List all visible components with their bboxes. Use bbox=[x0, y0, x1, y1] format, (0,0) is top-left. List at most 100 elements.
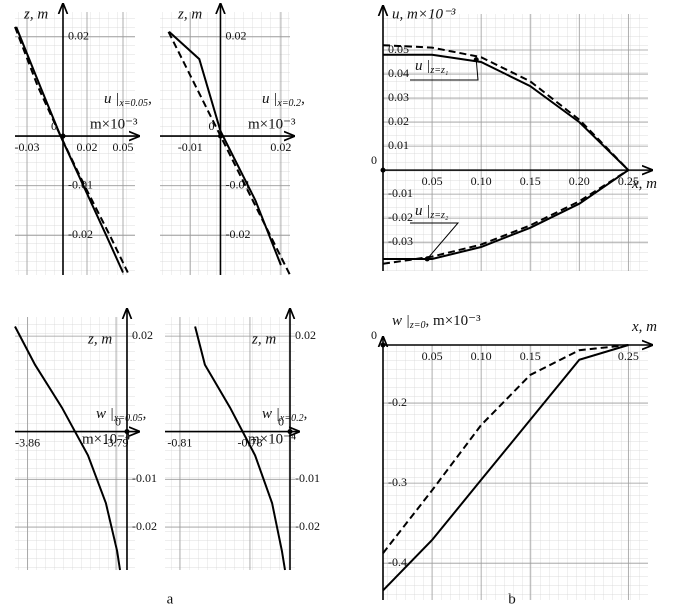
series-line bbox=[382, 44, 630, 171]
annotation-leader bbox=[410, 59, 479, 81]
annotation-dot bbox=[424, 256, 430, 262]
y-tick-label: -0.4 bbox=[388, 555, 407, 569]
origin-label: 0 bbox=[208, 119, 214, 133]
y-tick-label: -0.01 bbox=[225, 177, 250, 191]
x-tick-label: 0.10 bbox=[471, 174, 492, 188]
y-tick-label: -0.02 bbox=[132, 519, 157, 533]
y-axis-label-tail: , m×10⁻³ bbox=[426, 313, 482, 329]
series-line bbox=[382, 169, 629, 265]
y-tick-label: -0.02 bbox=[295, 519, 320, 533]
y-tick-label: -0.01 bbox=[388, 186, 413, 200]
y-tick-label: -0.02 bbox=[388, 210, 413, 224]
y-tick-label: 0.02 bbox=[388, 114, 409, 128]
origin-dot bbox=[380, 342, 386, 348]
annotation-leader bbox=[410, 222, 460, 260]
origin-label: 0 bbox=[371, 153, 377, 167]
origin-label: 0 bbox=[115, 414, 121, 428]
annotation-text: u | bbox=[415, 58, 430, 74]
series-line bbox=[382, 344, 629, 592]
x-axis-label-tail: , bbox=[143, 406, 147, 422]
y-tick-label: -0.01 bbox=[295, 471, 320, 485]
x-tick-label: 0.25 bbox=[618, 174, 639, 188]
origin-dot bbox=[124, 429, 130, 435]
x-tick-label: -0.01 bbox=[178, 140, 203, 154]
x-axis-label-tail: , bbox=[301, 91, 305, 107]
y-tick-label: 0.02 bbox=[132, 328, 153, 342]
y-tick-label: 0.02 bbox=[225, 29, 246, 43]
x-axis-label-subscript: x=0.05 bbox=[118, 98, 148, 109]
y-tick-label: -0.2 bbox=[388, 395, 407, 409]
y-tick-label: 0.01 bbox=[388, 138, 409, 152]
y-axis-label: u, m×10⁻³ bbox=[392, 6, 456, 22]
annotation: u |z=z₂ bbox=[415, 203, 449, 221]
x-axis-label: w |x=0.2, bbox=[262, 406, 307, 424]
y-axis-label: z, m bbox=[177, 6, 202, 22]
y-tick-label: 0.04 bbox=[388, 66, 409, 80]
grid-background bbox=[15, 12, 135, 275]
y-axis-label: z, m bbox=[23, 6, 48, 22]
annotation: u |z=z₁ bbox=[415, 58, 448, 76]
y-axis-label: z, m bbox=[251, 331, 276, 347]
x-tick-label: -3.79 bbox=[104, 435, 129, 449]
y-axis-label-text: w | bbox=[392, 313, 410, 329]
origin-dot bbox=[380, 167, 386, 173]
grid-background bbox=[383, 345, 648, 600]
origin-label: 0 bbox=[278, 414, 284, 428]
y-tick-label: 0.02 bbox=[68, 29, 89, 43]
grid-background bbox=[15, 317, 135, 570]
x-axis-label-subscript: x=0.2 bbox=[276, 98, 301, 109]
x-axis-label-text: u | bbox=[262, 91, 277, 107]
x-axis-label-subscript: x=0.05 bbox=[113, 413, 143, 424]
x-axis-label: w |x=0.05, bbox=[96, 406, 146, 424]
y-tick-label: -0.03 bbox=[388, 234, 413, 248]
series-line bbox=[383, 53, 630, 171]
x-tick-label: 0.05 bbox=[113, 140, 134, 154]
origin-label: 0 bbox=[51, 119, 57, 133]
series-line bbox=[382, 344, 629, 554]
annotation-subscript: z=z₂ bbox=[429, 210, 449, 221]
x-axis-label-unit: m×10⁻⁴ bbox=[82, 431, 130, 447]
y-tick-label: -0.02 bbox=[225, 227, 250, 241]
annotation-text: u | bbox=[415, 203, 430, 219]
x-axis-label-text: u | bbox=[104, 91, 119, 107]
x-axis-label-tail: , bbox=[148, 91, 152, 107]
y-tick-label: -0.01 bbox=[132, 471, 157, 485]
series-line bbox=[14, 26, 129, 273]
x-axis-label-unit: m×10⁻³ bbox=[90, 116, 138, 132]
x-axis-label: u |x=0.2, bbox=[262, 91, 305, 109]
x-tick-label: 0.05 bbox=[422, 349, 443, 363]
x-axis-label: x, m bbox=[631, 176, 657, 192]
x-tick-label: 0.02 bbox=[77, 140, 98, 154]
y-tick-label: 0.03 bbox=[388, 90, 409, 104]
x-tick-label: 0.10 bbox=[471, 349, 492, 363]
x-axis-label-text: x, m bbox=[631, 319, 657, 335]
y-axis-label: z, m bbox=[87, 331, 112, 347]
y-tick-label: 0.02 bbox=[295, 328, 316, 342]
annotation-dot bbox=[473, 57, 479, 63]
x-tick-label: 0.15 bbox=[520, 349, 541, 363]
y-axis-label: w |z=0, m×10⁻³ bbox=[392, 313, 481, 331]
y-tick-label: -0.02 bbox=[68, 227, 93, 241]
x-tick-label: -0.03 bbox=[15, 140, 40, 154]
x-tick-label: 0.20 bbox=[569, 174, 590, 188]
x-tick-label: -3.86 bbox=[15, 435, 40, 449]
x-tick-label: -0.81 bbox=[167, 435, 192, 449]
y-axis-label-subscript: z=0 bbox=[409, 320, 426, 331]
x-axis-label-text: w | bbox=[96, 406, 114, 422]
x-axis-label-subscript: x=0.2 bbox=[279, 413, 304, 424]
x-axis-label: u |x=0.05, bbox=[104, 91, 152, 109]
y-tick-label: 0.05 bbox=[388, 42, 409, 56]
x-tick-label: 0.02 bbox=[270, 140, 291, 154]
x-tick-label: 0.05 bbox=[422, 174, 443, 188]
x-tick-label: -0.78 bbox=[237, 435, 262, 449]
x-axis-label-text: w | bbox=[262, 406, 280, 422]
x-axis-label-tail: , bbox=[304, 406, 308, 422]
series-line bbox=[383, 169, 629, 260]
origin-dot bbox=[287, 429, 293, 435]
figure-label: a bbox=[167, 591, 174, 607]
origin-label: 0 bbox=[371, 328, 377, 342]
annotation-subscript: z=z₁ bbox=[429, 65, 448, 76]
x-axis-label-text: x, m bbox=[631, 176, 657, 192]
series-line bbox=[167, 31, 291, 276]
